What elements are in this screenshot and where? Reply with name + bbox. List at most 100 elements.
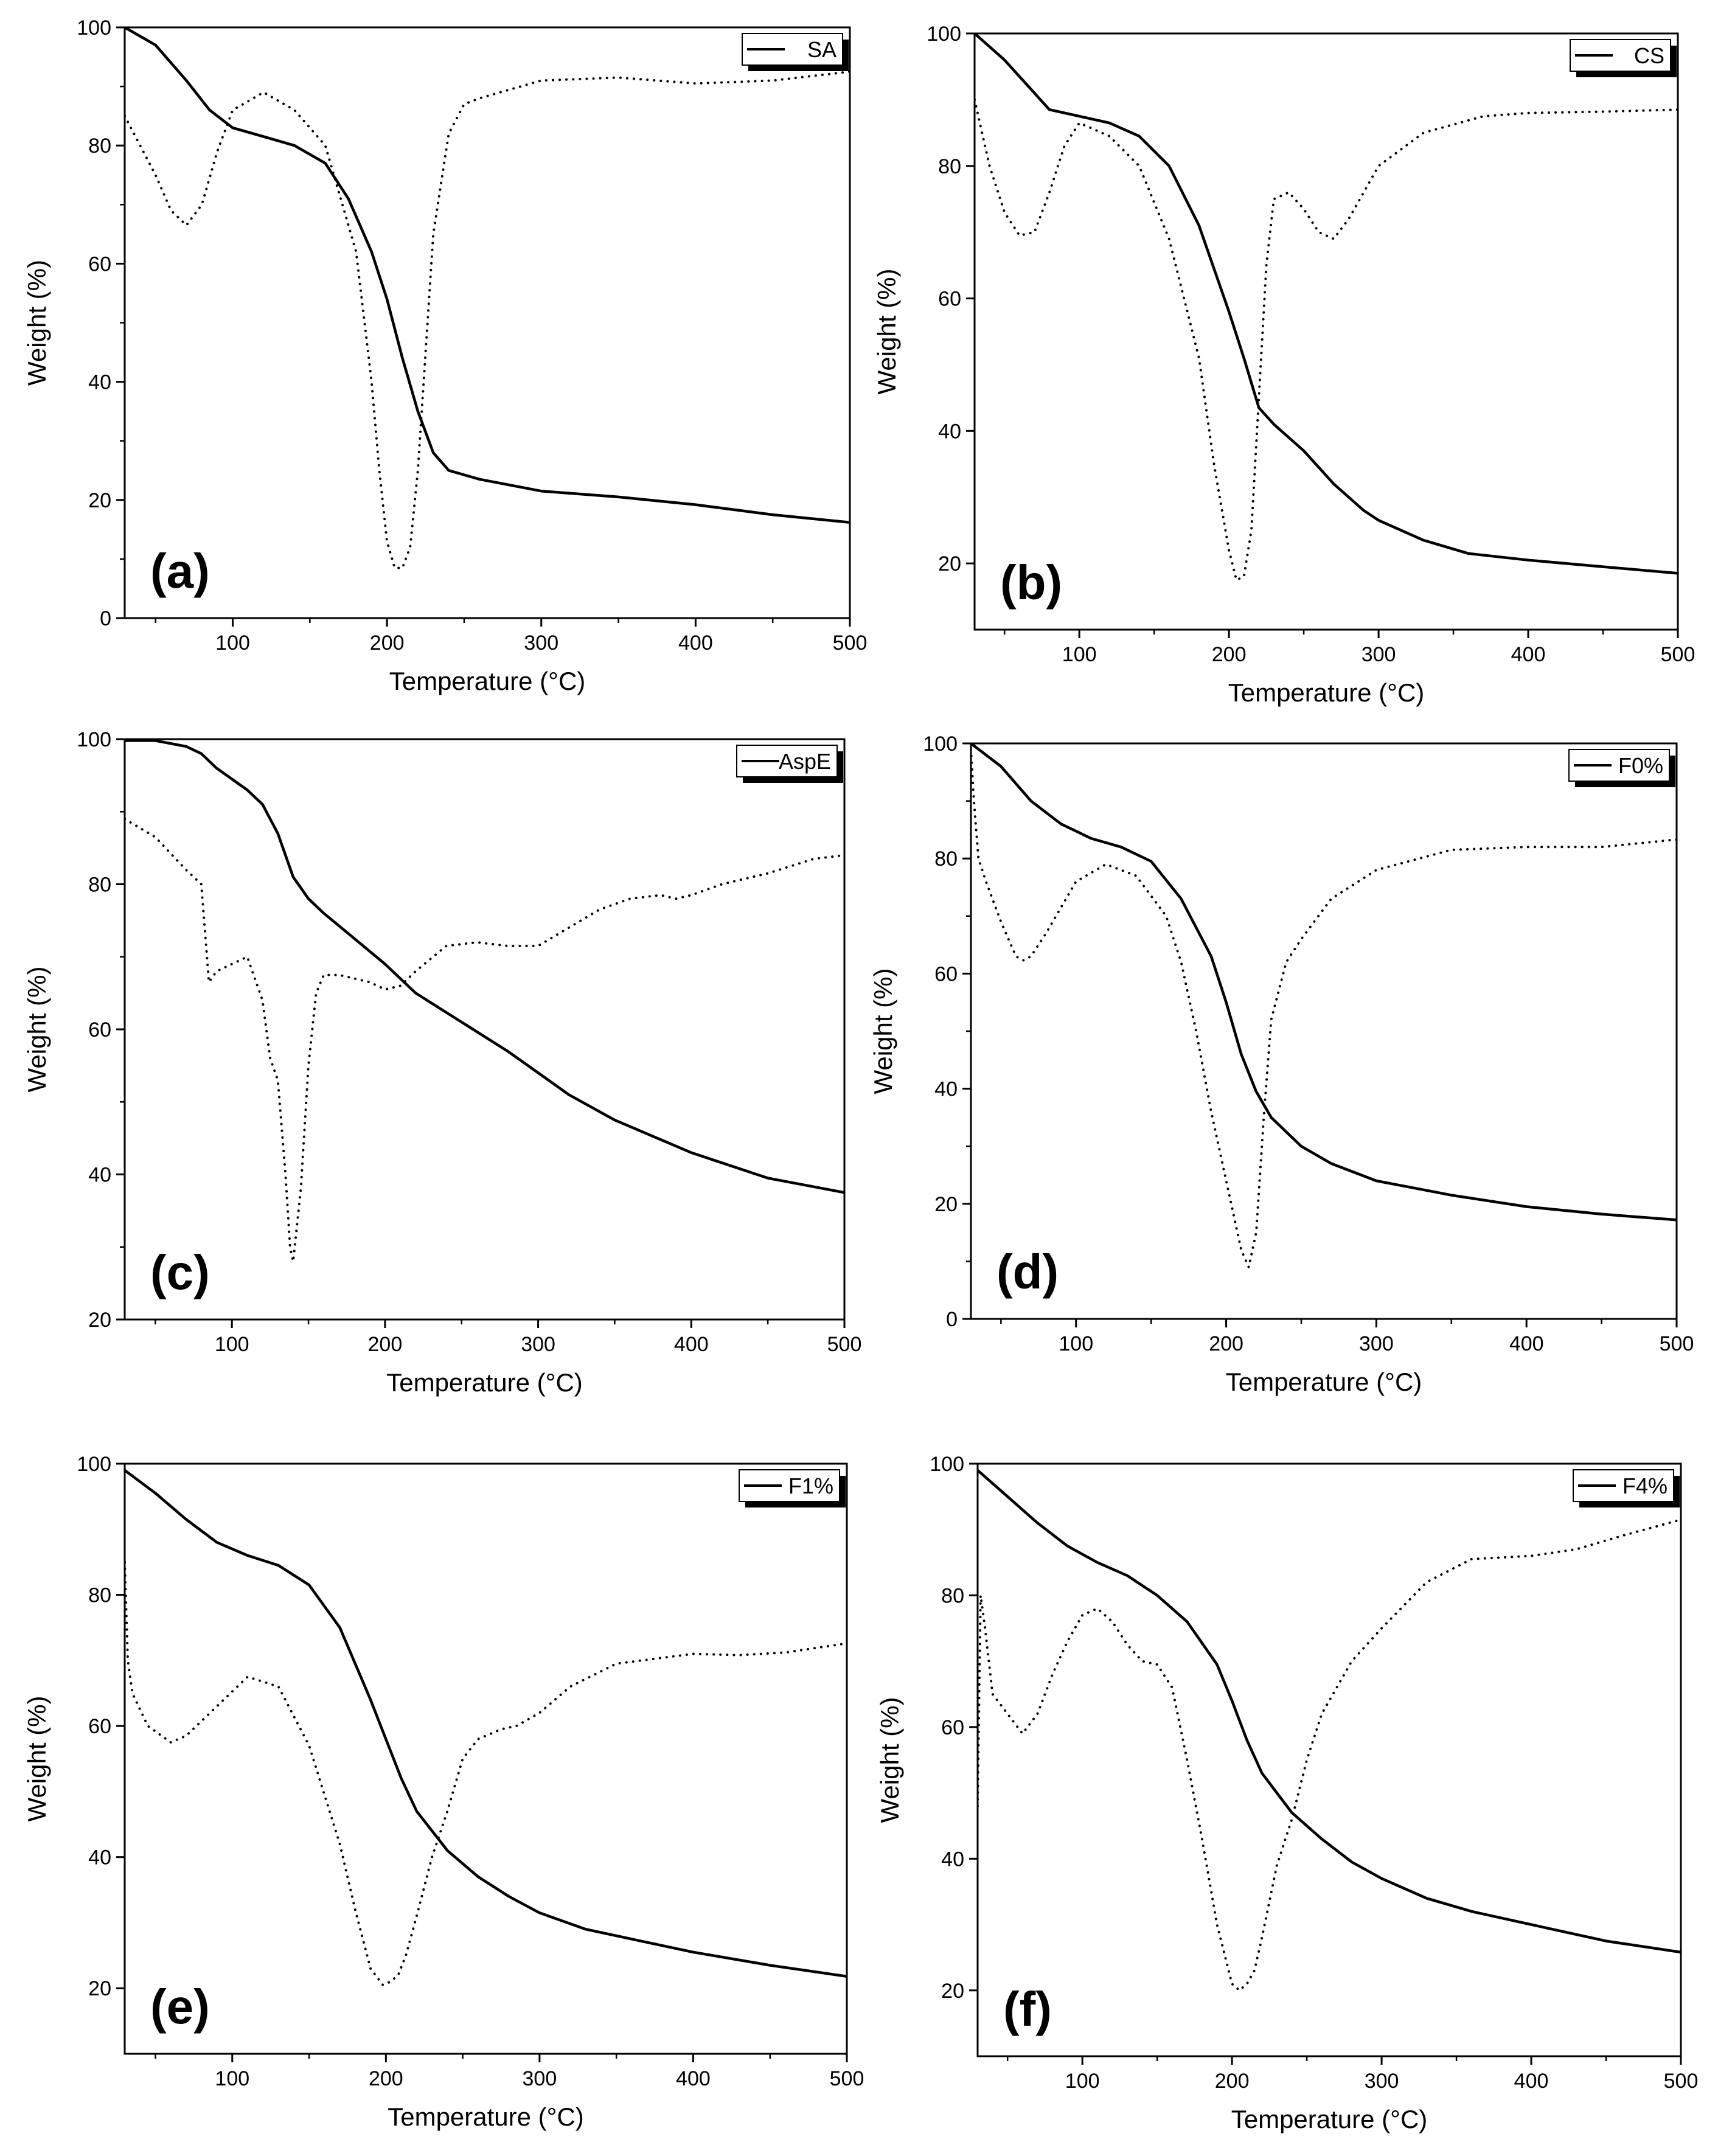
x-tick-label: 500	[1660, 1332, 1694, 1355]
y-tick-label: 80	[941, 1584, 964, 1607]
x-axis-title: Temperature (°C)	[1226, 1368, 1422, 1396]
y-tick-label: 100	[77, 16, 111, 40]
x-tick-label: 100	[215, 2067, 249, 2090]
y-tick-label: 40	[938, 420, 961, 443]
x-axis-title: Temperature (°C)	[1231, 2105, 1428, 2133]
x-axis-title: Temperature (°C)	[386, 1368, 583, 1397]
plot-frame	[123, 26, 851, 619]
x-tick-label: 400	[674, 1333, 709, 1356]
y-axis-title: Weight (%)	[872, 269, 901, 395]
panel-label: (c)	[150, 1245, 210, 1299]
panel-label: (a)	[150, 544, 210, 598]
x-tick-label: 300	[524, 631, 558, 655]
y-axis-title: Weight (%)	[23, 967, 51, 1093]
y-tick-label: 20	[934, 1193, 958, 1216]
x-tick-label: 500	[1664, 2070, 1699, 2093]
y-tick-label: 40	[941, 1848, 964, 1871]
x-tick-label: 100	[1065, 2070, 1100, 2093]
x-tick-label: 200	[1209, 1332, 1243, 1355]
chart-panel-1: 100 200 300 400 500 20 40 60 80 100 Temperature (°…	[872, 23, 1695, 707]
weight-series-line	[978, 1469, 1681, 1954]
y-axis-title: Weight (%)	[869, 968, 897, 1094]
x-tick-label: 200	[369, 2067, 403, 2090]
x-tick-label: 100	[215, 1333, 249, 1356]
y-tick-label: 40	[88, 1164, 111, 1187]
weight-series-line	[971, 743, 1677, 1222]
plot-frame	[123, 738, 846, 1321]
legend-entry: F4%	[1622, 1473, 1668, 1498]
derivative-series-line	[125, 70, 850, 569]
x-tick-label: 100	[1062, 643, 1097, 666]
y-tick-label: 0	[100, 607, 111, 630]
x-tick-label: 500	[827, 1333, 862, 1356]
panel-label: (e)	[150, 1980, 210, 2034]
y-tick-label: 100	[77, 1453, 111, 1476]
y-tick-label: 40	[934, 1078, 958, 1101]
weight-series-line	[125, 1469, 847, 1978]
x-tick-label: 400	[1514, 2070, 1549, 2093]
x-tick-label: 400	[678, 631, 713, 655]
y-tick-label: 60	[88, 1018, 111, 1041]
x-tick-label: 400	[676, 2067, 711, 2090]
y-axis-title: Weight (%)	[23, 260, 51, 386]
chart-panel-4: 100 200 300 400 500 20 40 60 80 100 Temperature (°…	[23, 1453, 864, 2131]
x-tick-label: 200	[370, 631, 405, 655]
y-tick-label: 60	[941, 1716, 964, 1739]
y-tick-label: 40	[88, 371, 111, 394]
x-tick-label: 300	[1365, 2070, 1399, 2093]
x-tick-label: 300	[523, 2067, 557, 2090]
y-tick-label: 100	[77, 728, 111, 751]
chart-panel-0: 100 200 300 400 500 0 20 40 60 80 100 Temperature (…	[23, 16, 867, 695]
x-tick-label: 500	[830, 2067, 864, 2090]
y-tick-label: 20	[941, 1980, 964, 2003]
x-axis-title: Temperature (°C)	[1228, 678, 1425, 707]
y-tick-label: 100	[927, 23, 961, 46]
y-tick-label: 20	[88, 1977, 111, 2000]
x-tick-label: 200	[1215, 2070, 1250, 2093]
y-axis-title: Weight (%)	[23, 1696, 51, 1822]
chart-panel-2: 100 200 300 400 500 20 40 60 80 100 Temperature (°…	[23, 728, 861, 1397]
x-tick-label: 400	[1509, 1332, 1544, 1355]
y-tick-label: 80	[938, 155, 961, 178]
y-tick-label: 80	[88, 134, 111, 158]
plot-frame	[970, 742, 1678, 1320]
chart-panel-5: 100 200 300 400 500 20 40 60 80 100 Temperature (°…	[875, 1453, 1698, 2133]
legend-entry: SA	[807, 37, 836, 62]
x-tick-label: 200	[1212, 643, 1247, 666]
plot-frame	[123, 1462, 848, 2055]
x-axis-title: Temperature (°C)	[389, 667, 586, 695]
y-tick-label: 20	[938, 552, 961, 576]
derivative-series-line	[978, 1518, 1681, 1992]
plot-frame	[973, 32, 1679, 631]
panel-label: (b)	[1000, 555, 1062, 610]
y-tick-label: 80	[88, 1584, 111, 1607]
panel-label: (f)	[1003, 1982, 1052, 2036]
x-tick-label: 100	[1059, 1332, 1093, 1355]
y-tick-label: 20	[88, 489, 111, 512]
y-tick-label: 60	[938, 288, 961, 311]
chart-panel-3: 100 200 300 400 500 0 20 40 60 80 100 Temperature (…	[869, 732, 1694, 1396]
y-tick-label: 60	[934, 962, 958, 986]
weight-series-line	[975, 33, 1678, 575]
y-tick-label: 40	[88, 1846, 111, 1869]
x-axis-title: Temperature (°C)	[388, 2102, 584, 2131]
legend-entry: CS	[1634, 43, 1664, 68]
derivative-series-line	[125, 1560, 847, 1986]
y-tick-label: 20	[88, 1309, 111, 1332]
x-tick-label: 500	[833, 631, 868, 655]
x-tick-label: 300	[1359, 1332, 1394, 1355]
weight-series-line	[125, 739, 844, 1194]
plot-frame	[976, 1462, 1682, 2057]
derivative-series-line	[975, 98, 1678, 582]
panel-label: (d)	[996, 1245, 1059, 1299]
y-tick-label: 80	[934, 847, 958, 871]
x-tick-label: 400	[1511, 643, 1546, 666]
derivative-series-line	[971, 748, 1677, 1268]
weight-series-line	[125, 27, 850, 524]
x-tick-label: 100	[215, 631, 250, 655]
y-tick-label: 60	[88, 1715, 111, 1738]
x-tick-label: 300	[1362, 643, 1396, 666]
y-tick-label: 0	[946, 1308, 958, 1331]
y-tick-label: 100	[930, 1453, 964, 1476]
